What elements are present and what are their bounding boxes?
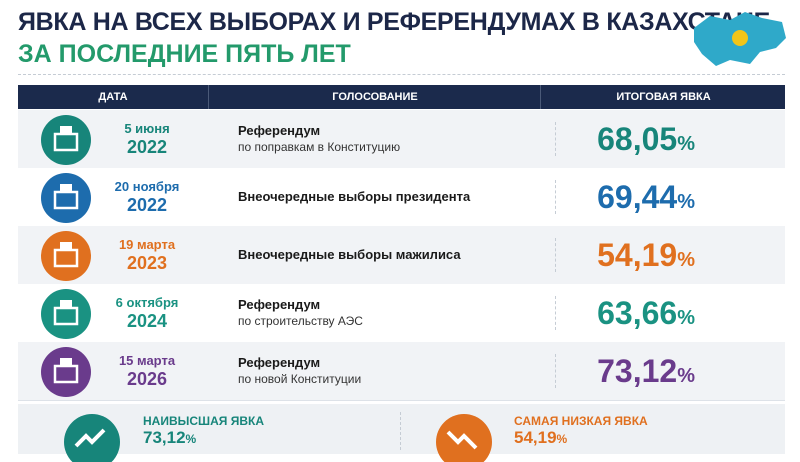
separator: [555, 354, 556, 388]
row-icon: [41, 231, 91, 281]
turnout: 63,66%: [597, 295, 695, 332]
turnout-unit: %: [677, 191, 695, 213]
vote-title: Референдум: [238, 355, 321, 370]
date-day: 15 марта: [118, 353, 176, 368]
vote-title: Референдум: [238, 123, 321, 138]
divider: [18, 74, 785, 75]
vote-detail: по строительству АЭС: [238, 314, 363, 328]
row-icon: [41, 289, 91, 339]
subtitle: ЗА ПОСЛЕДНИЕ ПЯТЬ ЛЕТ: [18, 40, 351, 68]
turnout: 69,44%: [597, 179, 695, 216]
column-header: ИТОГОВАЯ ЯВКА: [540, 85, 786, 109]
table-row: 5 июня 2022 Референдум по поправкам в Конст…: [18, 110, 785, 169]
turnout-value: 69,44: [597, 179, 678, 215]
date-day: 20 ноября: [114, 179, 180, 194]
column-header: ГОЛОСОВАНИЕ: [208, 85, 541, 109]
turnout-unit: %: [677, 249, 695, 271]
down-icon: [436, 414, 492, 462]
date-year: 2024: [126, 311, 168, 331]
up-icon: [64, 414, 120, 462]
turnout-value: 68,05: [597, 121, 678, 157]
summary-value: 54,19%: [514, 428, 567, 448]
date-day: 19 марта: [118, 237, 176, 252]
vote-title: Внеочередные выборы мажилиса: [238, 247, 461, 262]
title: ЯВКА НА ВСЕХ ВЫБОРАХ И РЕФЕРЕНДУМАХ В КА…: [18, 8, 770, 36]
vote-title: Референдум: [238, 297, 321, 312]
column-header: ДАТА: [98, 91, 128, 103]
turnout-unit: %: [677, 133, 695, 155]
map-icon: [694, 12, 786, 66]
value: 73,12: [143, 428, 186, 447]
page: ЯВКА НА ВСЕХ ВЫБОРАХ И РЕФЕРЕНДУМАХ В КА…: [18, 8, 786, 462]
date-year: 2026: [126, 369, 168, 389]
date-year: 2023: [126, 253, 168, 273]
date-year: 2022: [126, 195, 168, 215]
summary-value: 73,12%: [143, 428, 196, 448]
table-header: ДАТА ГОЛОСОВАНИЕ ИТОГОВАЯ ЯВКА: [18, 85, 785, 109]
date-day: 6 октября: [115, 295, 179, 310]
row-icon: [41, 347, 91, 397]
row-icon: [41, 115, 91, 165]
vote-title: Внеочередные выборы президента: [238, 189, 471, 204]
vote-detail: по новой Конституции: [238, 372, 362, 386]
separator: [555, 122, 556, 156]
separator: [555, 238, 556, 272]
summary-label: САМАЯ НИЗКАЯ ЯВКА: [514, 414, 648, 428]
summary-label: НАИВЫСШАЯ ЯВКА: [143, 414, 265, 428]
row-icon: [41, 173, 91, 223]
turnout-unit: %: [677, 307, 695, 329]
vote-detail: по поправкам в Конституцию: [238, 140, 401, 154]
turnout-unit: %: [677, 365, 695, 387]
turnout: 54,19%: [597, 237, 695, 274]
turnout-value: 73,12: [597, 353, 678, 389]
table-row: 19 марта 2023 Внеочередные выборы мажилиса…: [18, 226, 785, 285]
value: 54,19: [514, 428, 557, 447]
table-row: 6 октября 2024 Референдум по строительству …: [18, 284, 785, 343]
separator: [555, 180, 556, 214]
divider: [400, 412, 401, 450]
date-year: 2022: [126, 137, 168, 157]
table-row: 20 ноября 2022 Внеочередные выборы президе…: [18, 168, 785, 227]
unit: %: [185, 432, 197, 446]
turnout-value: 54,19: [597, 237, 678, 273]
separator: [555, 296, 556, 330]
date-day: 5 июня: [124, 121, 170, 136]
turnout: 68,05%: [597, 121, 695, 158]
turnout-value: 63,66: [597, 295, 678, 331]
summary: НАИВЫСШАЯ ЯВКА 73,12% САМАЯ НИЗКАЯ ЯВКА …: [18, 404, 785, 462]
unit: %: [556, 432, 568, 446]
table-row: 15 марта 2026 Референдум по новой Конституц…: [18, 342, 785, 401]
turnout: 73,12%: [597, 353, 695, 390]
